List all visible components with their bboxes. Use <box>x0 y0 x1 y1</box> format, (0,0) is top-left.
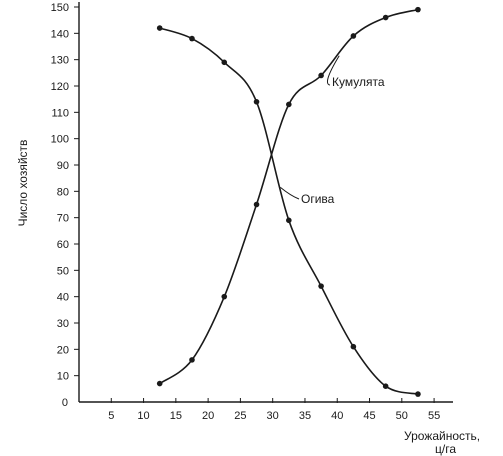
y-ticks: 0 10 20 30 40 50 60 70 80 90 100 110 120 130 140 150 <box>51 2 79 409</box>
data-point-ogive <box>189 35 195 42</box>
data-point-ogive <box>350 343 357 350</box>
data-point-ogive <box>221 59 228 66</box>
data-point-ogive <box>318 283 324 289</box>
y-tick-label: 30 <box>57 318 69 330</box>
y-tick-label: 150 <box>51 2 69 14</box>
series-group <box>156 6 421 397</box>
x-axis-title-line2: ц/га <box>435 442 456 456</box>
x-tick-label: 50 <box>396 410 408 422</box>
data-point-cumulative <box>221 293 228 300</box>
x-tick-label: 55 <box>428 410 440 422</box>
data-point-ogive <box>156 25 163 31</box>
data-point-cumulative <box>350 33 357 39</box>
x-tick-label: 10 <box>137 410 149 422</box>
x-tick-label: 35 <box>299 410 311 422</box>
y-tick-label: 120 <box>51 81 69 93</box>
series-label-ogive: Огива <box>301 192 335 206</box>
y-tick-label: 110 <box>51 107 69 119</box>
y-tick-label: 140 <box>51 28 69 40</box>
series-label-cumulative: Кумулята <box>332 75 385 89</box>
y-tick-label: 100 <box>51 134 69 146</box>
x-tick-label: 45 <box>363 410 375 422</box>
x-tick-label: 40 <box>331 410 343 422</box>
y-tick-label: 70 <box>57 213 69 225</box>
x-tick-label: 25 <box>234 410 246 422</box>
data-point-cumulative <box>382 14 389 21</box>
data-point-ogive <box>253 99 260 105</box>
data-point-cumulative <box>415 6 421 13</box>
y-axis-title: Число хозяйств <box>16 140 30 227</box>
axes <box>78 2 453 403</box>
data-point-cumulative <box>156 380 163 387</box>
series-line-cumulative <box>159 8 419 385</box>
x-tick-label: 20 <box>202 410 214 422</box>
y-tick-label: 10 <box>57 371 69 383</box>
data-point-cumulative <box>318 72 324 79</box>
x-tick-label: 5 <box>108 410 114 422</box>
series-labels: Кумулята Огива <box>280 55 385 206</box>
data-point-ogive <box>286 217 292 224</box>
x-ticks: 5 10 15 20 25 30 35 40 45 50 55 <box>108 398 440 422</box>
data-point-cumulative <box>253 201 260 208</box>
data-point-ogive <box>415 391 421 397</box>
y-tick-label: 40 <box>57 292 69 304</box>
y-tick-label: 0 <box>62 397 68 409</box>
x-tick-label: 30 <box>267 410 279 422</box>
y-tick-label: 90 <box>57 160 69 172</box>
y-tick-label: 50 <box>57 265 69 277</box>
ogive-pointer <box>280 187 300 200</box>
data-point-cumulative <box>189 357 195 363</box>
y-tick-label: 80 <box>57 186 69 198</box>
data-point-ogive <box>382 383 389 390</box>
y-tick-label: 130 <box>51 55 69 67</box>
cumulative-pointer <box>327 55 340 86</box>
x-tick-label: 15 <box>170 410 182 422</box>
x-axis-title-line1: Урожайность, <box>404 429 480 443</box>
y-tick-label: 20 <box>57 344 69 356</box>
data-point-cumulative <box>286 101 292 108</box>
y-tick-label: 60 <box>57 239 69 251</box>
